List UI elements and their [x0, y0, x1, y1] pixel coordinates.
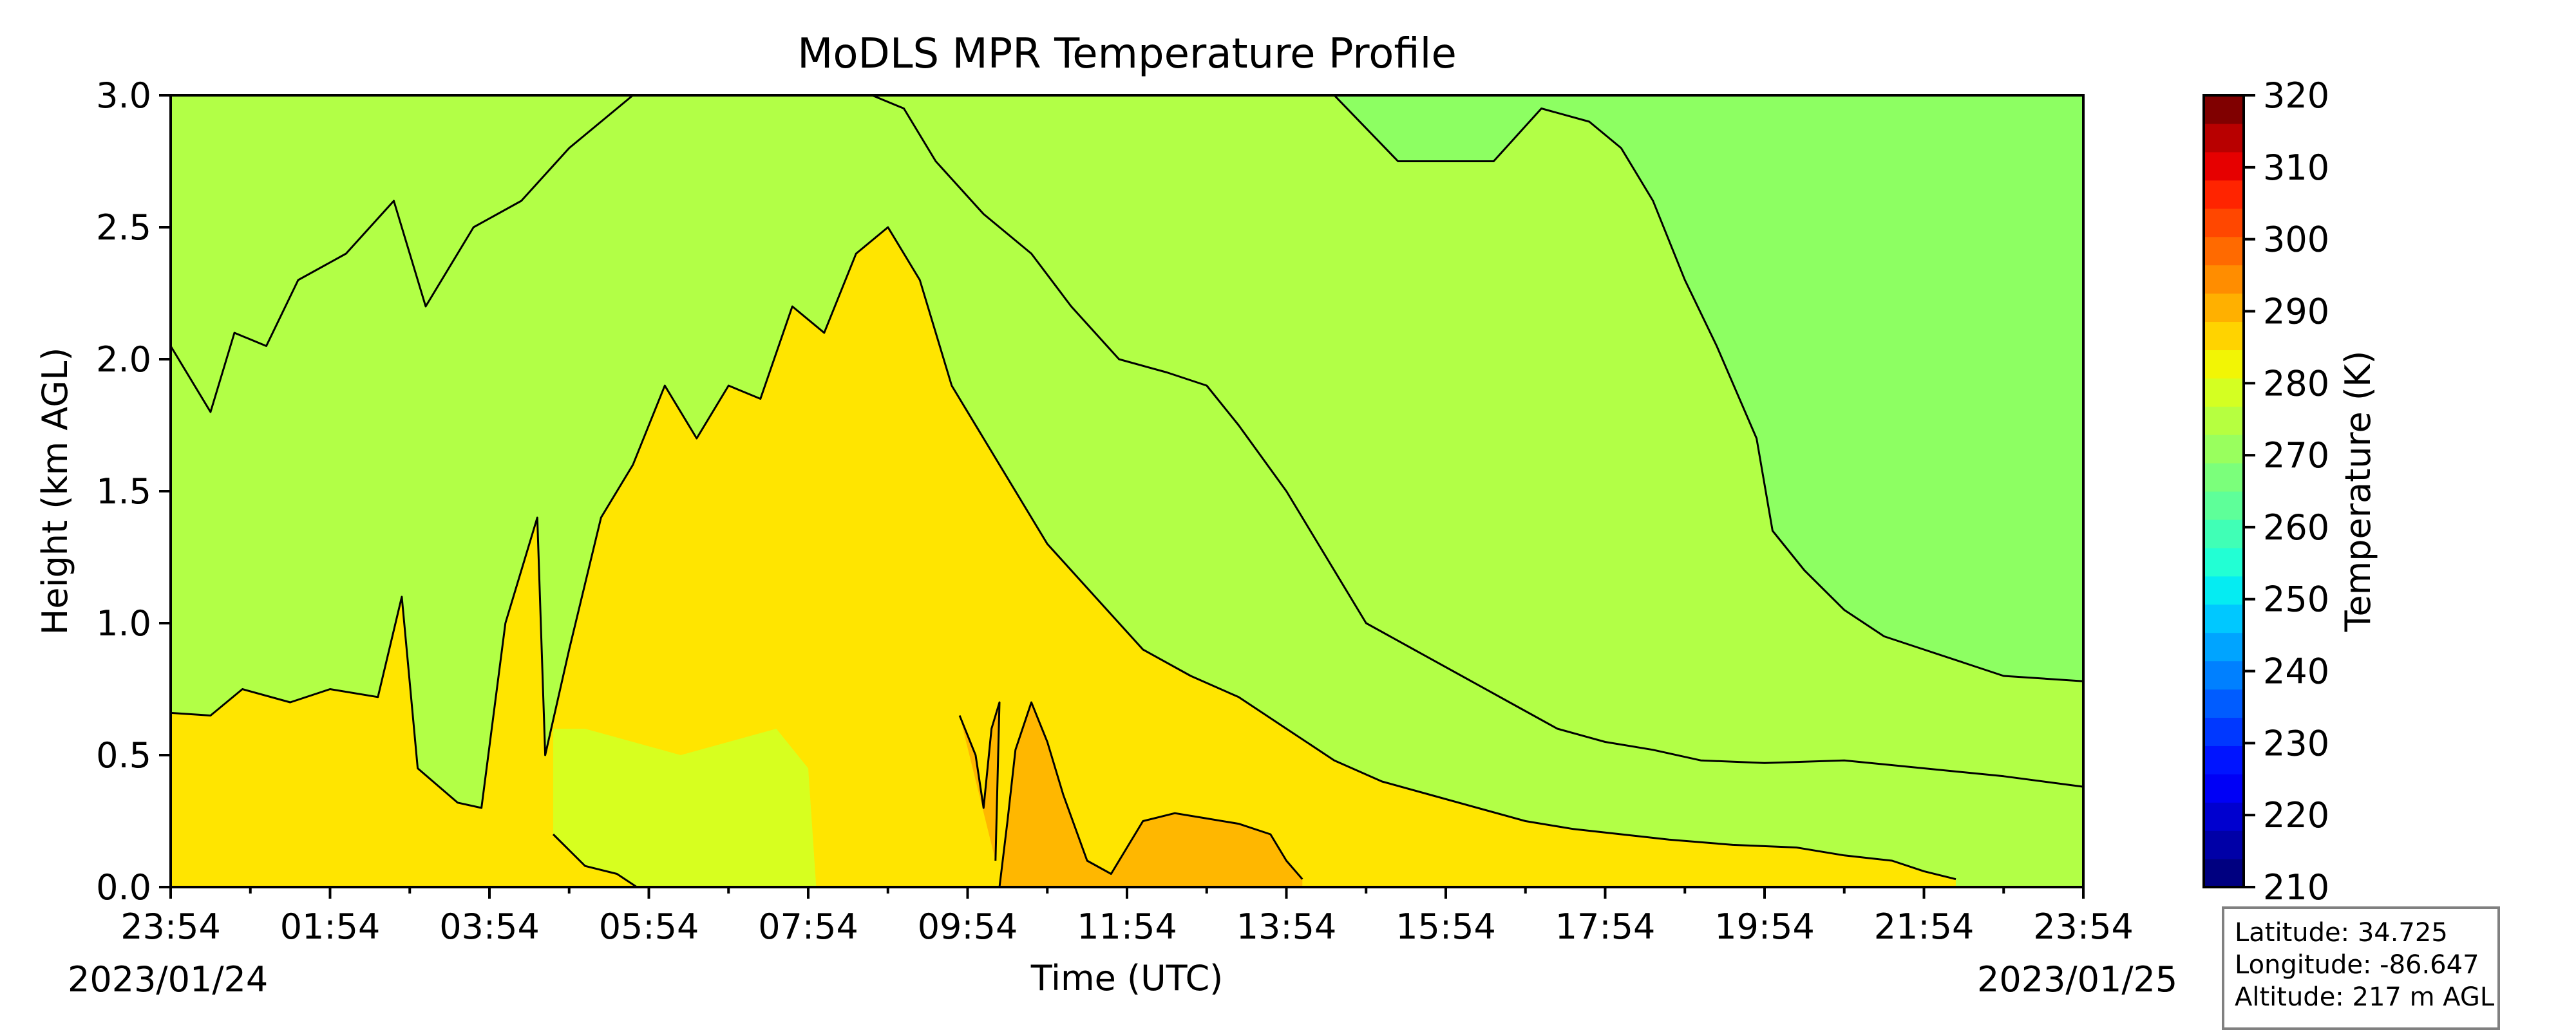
colorbar-tick-label: 220 — [2263, 795, 2329, 836]
x-tick-label: 21:54 — [1874, 906, 1975, 947]
y-tick-label: 2.0 — [96, 339, 151, 380]
contour-line-280-2 — [171, 226, 1956, 881]
x-tick-label: 01:54 — [280, 906, 381, 947]
x-tick-label: 15:54 — [1396, 906, 1496, 947]
altitude-text: Altitude: 217 m AGL — [2235, 982, 2495, 1012]
colorbar-band — [2204, 859, 2244, 888]
colorbar-band — [2204, 293, 2244, 323]
colorbar-tick-label: 310 — [2263, 147, 2329, 188]
x-tick-label: 05:54 — [599, 906, 699, 947]
contour-line-275-1 — [171, 95, 2083, 788]
colorbar-band — [2204, 95, 2244, 124]
colorbar-band — [2204, 547, 2244, 577]
y-tick-label: 1.5 — [96, 471, 151, 512]
x-tick-label: 09:54 — [918, 906, 1018, 947]
colorbar-band — [2204, 151, 2244, 181]
colorbar-band — [2204, 774, 2244, 803]
colorbar-band — [2204, 180, 2244, 209]
colorbar-band — [2204, 463, 2244, 492]
station-info-box: Latitude: 34.725 Longitude: -86.647 Alti… — [2222, 906, 2500, 1030]
colorbar: 210 220 230 240 250 260 270 280 290 300 310 320 — [2202, 75, 2329, 908]
colorbar-band — [2204, 123, 2244, 153]
colorbar-band — [2204, 717, 2244, 746]
x-tick-label: 11:54 — [1077, 906, 1177, 947]
y-tick-label: 3.0 — [96, 75, 151, 116]
colorbar-band — [2204, 265, 2244, 294]
colorbar-band — [2204, 660, 2244, 690]
y-axis-label: Height (km AGL) — [35, 348, 75, 635]
temperature-band-270-0 — [1334, 95, 2083, 682]
colorbar-tick-label: 270 — [2263, 435, 2329, 476]
x-tick-label: 19:54 — [1714, 906, 1815, 947]
y-tick-label: 1.0 — [96, 603, 151, 644]
contour-line-280-3 — [552, 833, 638, 887]
colorbar-band — [2204, 435, 2244, 464]
colorbar-band — [2204, 321, 2244, 350]
colorbar-frame — [2202, 94, 2245, 888]
colorbar-band — [2204, 208, 2244, 238]
colorbar-tick-label: 290 — [2263, 291, 2329, 332]
contour-line-285-4 — [998, 701, 1303, 887]
colorbar-tick-label: 250 — [2263, 579, 2329, 620]
latitude-text: Latitude: 34.725 — [2235, 918, 2448, 948]
x-tick-label: 17:54 — [1555, 906, 1656, 947]
plot-area — [171, 95, 2083, 887]
colorbar-tick-label: 210 — [2263, 867, 2329, 908]
temperature-band-280-1 — [171, 227, 1956, 887]
x-tick-label: 03:54 — [439, 906, 540, 947]
x-axis: 23:54 01:54 03:54 05:54 07:54 09:54 11:54 13:54… — [120, 887, 2134, 947]
colorbar-band — [2204, 576, 2244, 605]
temperature-band-275-2 — [553, 729, 817, 887]
colorbar-band — [2204, 378, 2244, 407]
colorbar-band — [2204, 632, 2244, 662]
contour-line-270-0 — [1333, 95, 2083, 682]
colorbar-tick-label: 260 — [2263, 507, 2329, 548]
x-axis-label: Time (UTC) — [1030, 958, 1224, 998]
x-tick-label: 13:54 — [1236, 906, 1337, 947]
longitude-text: Longitude: -86.647 — [2235, 950, 2479, 980]
colorbar-band — [2204, 236, 2244, 266]
colorbar-tick-label: 300 — [2263, 220, 2329, 260]
colorbar-band — [2204, 802, 2244, 831]
colorbar-band — [2204, 745, 2244, 774]
colorbar-band — [2204, 350, 2244, 379]
x-tick-label: 07:54 — [758, 906, 858, 947]
colorbar-band — [2204, 519, 2244, 548]
temperature-band-285-3 — [999, 702, 1303, 887]
colorbar-band — [2204, 406, 2244, 435]
start-date-label: 2023/01/24 — [68, 959, 268, 1000]
colorbar-band — [2204, 830, 2244, 859]
colorbar-band — [2204, 491, 2244, 520]
x-tick-label: 23:54 — [120, 906, 221, 947]
y-tick-label: 0.5 — [96, 735, 151, 776]
y-tick-label: 0.0 — [96, 867, 151, 908]
colorbar-tick-label: 320 — [2263, 75, 2329, 116]
colorbar-tick-label: 240 — [2263, 651, 2329, 692]
end-date-label: 2023/01/25 — [1977, 959, 2177, 1000]
chart-title: MoDLS MPR Temperature Profile — [797, 30, 1457, 78]
colorbar-tick-label: 280 — [2263, 363, 2329, 404]
y-axis: 0.0 0.5 1.0 1.5 2.0 2.5 3.0 — [96, 75, 171, 908]
colorbar-label: Temperature (K) — [2338, 351, 2378, 633]
contour-line-285-5 — [958, 701, 1001, 861]
colorbar-band — [2204, 689, 2244, 718]
y-tick-label: 2.5 — [96, 207, 151, 248]
colorbar-band — [2204, 604, 2244, 633]
colorbar-tick-label: 230 — [2263, 723, 2329, 763]
x-tick-label: 23:54 — [2033, 906, 2134, 947]
